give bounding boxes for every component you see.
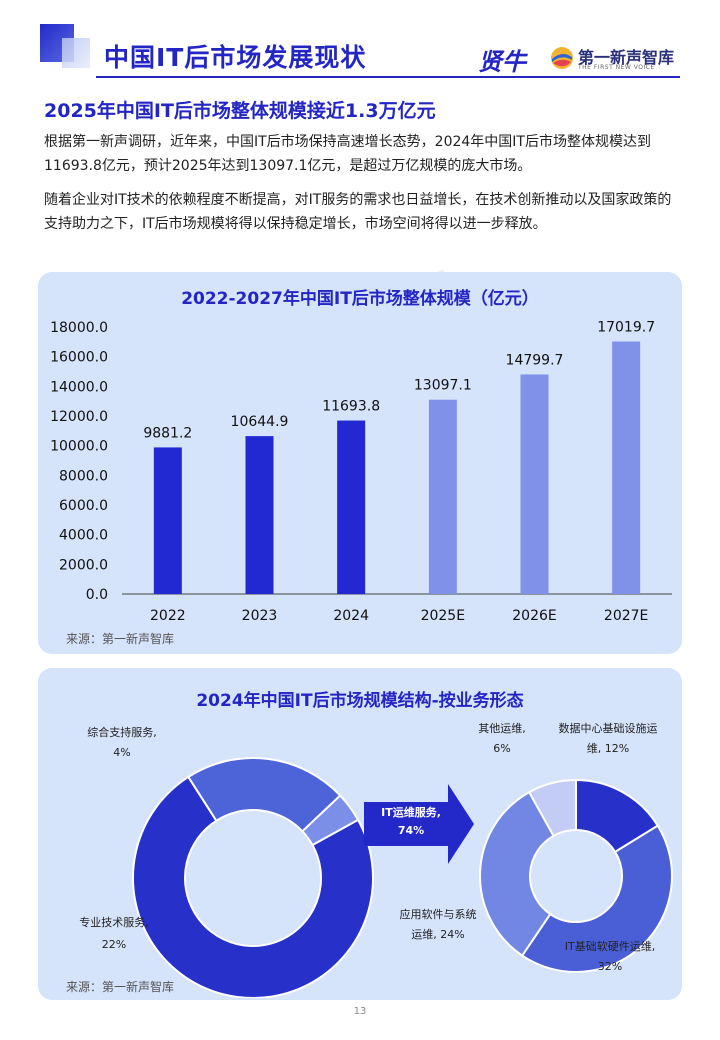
slice-label: 专业技术服务, bbox=[79, 915, 149, 929]
page-number: 13 bbox=[353, 1006, 367, 1017]
bar-value-label: 10644.9 bbox=[231, 414, 289, 430]
x-tick-label: 2023 bbox=[242, 608, 278, 624]
section-heading: 2025年中国IT后市场整体规模接近1.3万亿元 bbox=[44, 100, 436, 122]
donut-chart-source: 来源：第一新声智库 bbox=[66, 980, 175, 994]
bar-chart-title: 2022-2027年中国IT后市场整体规模（亿元） bbox=[181, 289, 539, 309]
arrow-icon bbox=[364, 784, 474, 864]
bar-value-label: 13097.1 bbox=[414, 378, 472, 394]
header-divider bbox=[96, 76, 680, 78]
breakdown-slice bbox=[520, 824, 673, 973]
breakdown-slice bbox=[479, 790, 555, 957]
slice-label: 综合支持服务, bbox=[87, 725, 157, 739]
donut-charts: IT运维服务, 74% 综合支持服务, 4% 专业技术服务, 22% 其他运维, 6% 数据中心… bbox=[79, 721, 673, 998]
bar bbox=[337, 420, 366, 594]
y-tick-label: 14000.0 bbox=[50, 379, 108, 395]
slice-label: IT基础软硬件运维, bbox=[565, 939, 655, 953]
page-title: 中国IT后市场发展现状 bbox=[104, 43, 367, 72]
y-tick-label: 8000.0 bbox=[59, 468, 108, 484]
bar-value-label: 11693.8 bbox=[322, 399, 380, 415]
bar bbox=[612, 341, 641, 594]
slice-pct: 22% bbox=[102, 938, 126, 951]
slice-pct: 4% bbox=[113, 746, 130, 759]
brand-english: THE FIRST NEW VOICE bbox=[578, 64, 655, 71]
bar-value-label: 17019.7 bbox=[597, 320, 655, 336]
y-tick-label: 10000.0 bbox=[50, 439, 108, 455]
bar-value-label: 14799.7 bbox=[506, 352, 564, 368]
bar bbox=[520, 374, 549, 594]
x-tick-label: 2027E bbox=[604, 608, 648, 624]
donut-slice bbox=[300, 794, 360, 847]
breakdown-slice bbox=[527, 778, 577, 838]
y-tick-label: 2000.0 bbox=[59, 557, 108, 573]
slice-pct: 维, 12% bbox=[587, 742, 629, 755]
brand-logo-icon bbox=[551, 47, 573, 69]
header-decoration bbox=[62, 38, 90, 68]
y-tick-label: 12000.0 bbox=[50, 409, 108, 425]
bar-chart: 0.0 2000.0 4000.0 6000.0 8000.0 10000.0 12000.… bbox=[50, 320, 672, 624]
bar-chart-panel: 2022-2027年中国IT后市场整体规模（亿元） 0.0 2000.0 4000.… bbox=[38, 272, 682, 654]
slice-pct: 6% bbox=[493, 742, 510, 755]
bar-chart-source: 来源：第一新声智库 bbox=[66, 632, 175, 646]
x-tick-label: 2025E bbox=[421, 608, 465, 624]
y-tick-label: 16000.0 bbox=[50, 350, 108, 366]
bar bbox=[153, 447, 182, 594]
slice-label: 其他运维, bbox=[478, 722, 526, 735]
x-tick-label: 2026E bbox=[512, 608, 556, 624]
x-tick-label: 2024 bbox=[333, 608, 369, 624]
bar bbox=[428, 399, 457, 594]
slice-label: 数据中心基础设施运 bbox=[559, 721, 658, 735]
y-tick-label: 4000.0 bbox=[59, 528, 108, 544]
arrow-pct: 74% bbox=[398, 824, 424, 837]
slice-pct: 32% bbox=[598, 960, 622, 973]
bar-value-label: 9881.2 bbox=[143, 425, 192, 441]
bar bbox=[245, 436, 274, 594]
x-tick-label: 2022 bbox=[150, 608, 186, 624]
brand-mark: 贤牛 bbox=[478, 48, 526, 76]
paragraph-1: 根据第一新声调研，近年来，中国IT后市场保持高速增长态势，2024年中国IT后市… bbox=[44, 134, 651, 174]
slice-pct: 运维, 24% bbox=[411, 928, 464, 941]
y-tick-label: 18000.0 bbox=[50, 320, 108, 336]
y-tick-label: 6000.0 bbox=[59, 498, 108, 514]
paragraph-2: 随着企业对IT技术的依赖程度不断提高，对IT服务的需求也日益增长，在技术创新推动… bbox=[44, 192, 672, 232]
arrow-label: IT运维服务, bbox=[381, 805, 441, 819]
slice-label: 应用软件与系统 bbox=[400, 907, 477, 921]
donut-slice bbox=[186, 757, 342, 833]
donut-slice bbox=[132, 775, 374, 998]
donut-chart-panel: 2024年中国IT后市场规模结构-按业务形态 IT运维服务, 74% 综合支持服务,… bbox=[38, 668, 682, 1000]
donut-chart-title: 2024年中国IT后市场规模结构-按业务形态 bbox=[196, 691, 524, 711]
y-tick-label: 0.0 bbox=[86, 587, 108, 603]
brand-name: 第一新声智库 bbox=[578, 48, 675, 67]
